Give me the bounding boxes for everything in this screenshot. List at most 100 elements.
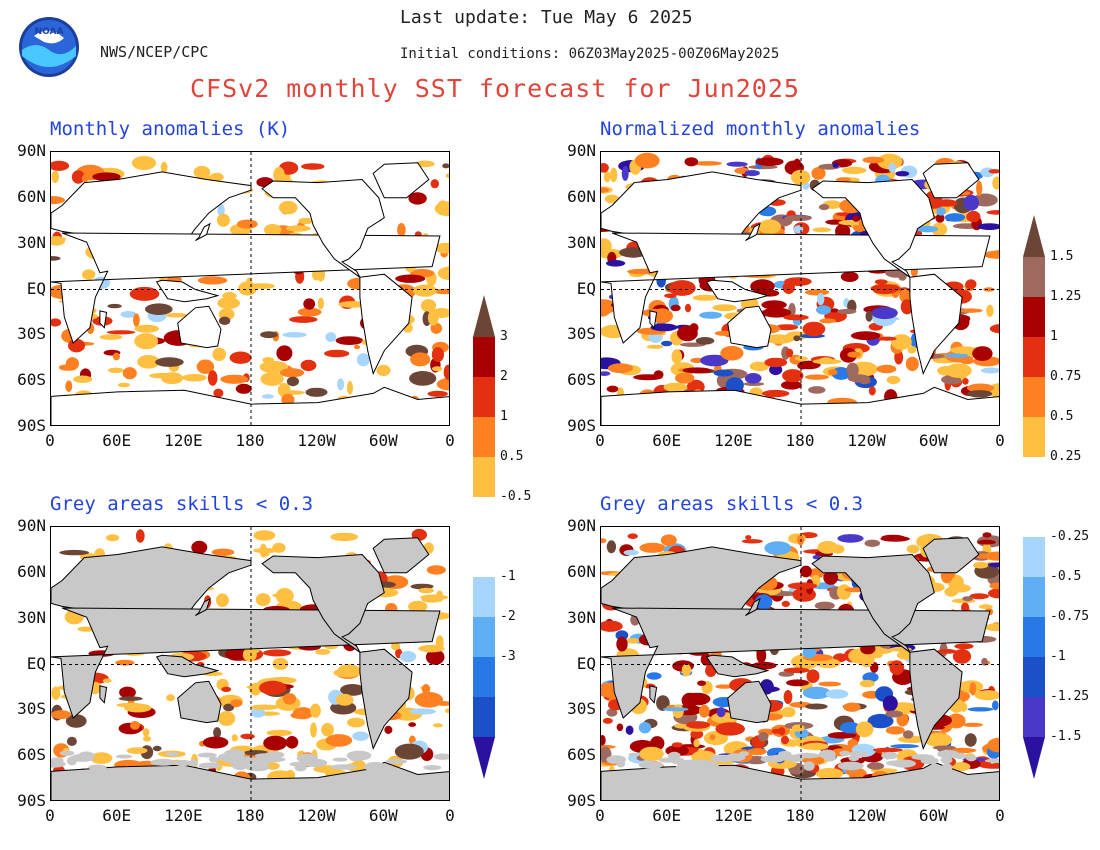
colorbar-segment [473, 497, 495, 577]
page-title: CFSv2 monthly SST forecast for Jun2025 [190, 74, 800, 103]
continent [727, 680, 772, 724]
anomaly-patch [823, 570, 839, 585]
anomaly-patch [603, 171, 611, 183]
anomaly-patch [131, 155, 157, 171]
sst-map [50, 151, 450, 426]
anomaly-patch [986, 210, 999, 215]
anomaly-patch [850, 331, 881, 341]
anomaly-patch [843, 702, 861, 712]
anomaly-patch [671, 349, 683, 365]
anomaly-patch [969, 682, 977, 696]
anomaly-patch [830, 308, 839, 313]
anomaly-patch [769, 364, 783, 376]
anomaly-patch [781, 707, 796, 718]
anomaly-patch [783, 690, 793, 704]
anomaly-patch [106, 330, 136, 335]
anomaly-patch [410, 352, 431, 367]
anomaly-patch [312, 269, 321, 281]
anomaly-patch [107, 303, 122, 309]
anomaly-patch [418, 587, 434, 594]
anomaly-patch [134, 324, 159, 333]
anomaly-patch [987, 737, 999, 753]
lat-tick-label: 60N [567, 561, 596, 581]
colorbar-segment [473, 617, 495, 657]
anomaly-patch [715, 684, 734, 689]
anomaly-patch [976, 180, 983, 197]
anomaly-patch [681, 663, 692, 677]
anomaly-patch [954, 643, 974, 650]
anomaly-patch [799, 565, 812, 578]
anomaly-patch [825, 689, 849, 699]
anomaly-patch [218, 711, 236, 726]
colorbar-segment [1023, 337, 1045, 377]
anomaly-patch [436, 377, 449, 391]
anomaly-patch [720, 345, 744, 361]
anomaly-patch [397, 223, 406, 237]
anomaly-patch [602, 717, 613, 724]
anomaly-patch [102, 678, 112, 683]
anomaly-patch [960, 702, 968, 712]
colorbar-segment [473, 457, 495, 497]
lat-tick-label: 30S [567, 324, 596, 344]
anomaly-patch [601, 735, 606, 746]
anomaly-patch [352, 731, 369, 741]
colorbar-label: 1 [500, 409, 508, 424]
anomaly-patch [601, 301, 611, 317]
anomaly-patch [414, 692, 443, 708]
anomaly-patch [878, 336, 897, 341]
lat-tick-label: 60N [17, 561, 46, 581]
anomaly-patch [431, 347, 444, 363]
anomaly-patch [750, 279, 775, 294]
anomaly-patch [130, 721, 140, 730]
anomaly-patch [664, 293, 677, 299]
anomaly-patch [684, 303, 692, 313]
anomaly-patch [123, 703, 152, 713]
colorbar-segment [1023, 257, 1045, 297]
anomaly-patch [692, 294, 718, 301]
anomaly-patch [118, 696, 143, 701]
continent [372, 162, 430, 199]
colorbar-segment [1023, 697, 1045, 737]
anomaly-patch [684, 692, 711, 706]
anomaly-patch [275, 588, 294, 604]
anomaly-patch [117, 382, 130, 388]
anomaly-patch [962, 722, 983, 727]
anomaly-patch [145, 303, 173, 315]
anomaly-patch [965, 279, 977, 290]
anomaly-patch [836, 584, 852, 600]
anomaly-patch [811, 167, 826, 180]
anomaly-patch [262, 357, 274, 364]
anomaly-patch [347, 717, 365, 728]
land-masses [51, 537, 449, 800]
anomaly-patch [197, 276, 228, 285]
anomaly-patch [974, 690, 999, 701]
anomaly-patch [384, 725, 393, 734]
lat-tick-label: 60N [567, 186, 596, 206]
anomaly-patch [944, 587, 958, 597]
anomaly-patch [771, 728, 782, 734]
anomaly-patch [627, 533, 638, 539]
anomaly-patch [229, 351, 252, 364]
anomaly-patch [330, 532, 359, 542]
continent [155, 279, 220, 303]
continent [155, 654, 220, 678]
anomaly-patch [712, 304, 737, 312]
anomaly-patch [671, 742, 683, 748]
anomaly-patch [277, 383, 291, 398]
anomaly-patch [431, 366, 443, 372]
anomaly-patch [263, 735, 288, 751]
anomaly-patch [803, 742, 829, 751]
colorbar-label: 3 [500, 329, 508, 344]
anomaly-patch [855, 721, 874, 738]
continent [601, 761, 999, 800]
anomaly-patch [638, 722, 652, 734]
anomaly-patch [758, 731, 769, 742]
anomaly-patch [804, 289, 830, 296]
sst-map [50, 526, 450, 801]
anomaly-patch [988, 588, 999, 599]
anomaly-patch [353, 344, 361, 350]
anomaly-patch [107, 367, 124, 373]
anomaly-patch [166, 694, 175, 702]
anomaly-patch [434, 242, 449, 254]
lat-tick-label: 30S [17, 324, 46, 344]
